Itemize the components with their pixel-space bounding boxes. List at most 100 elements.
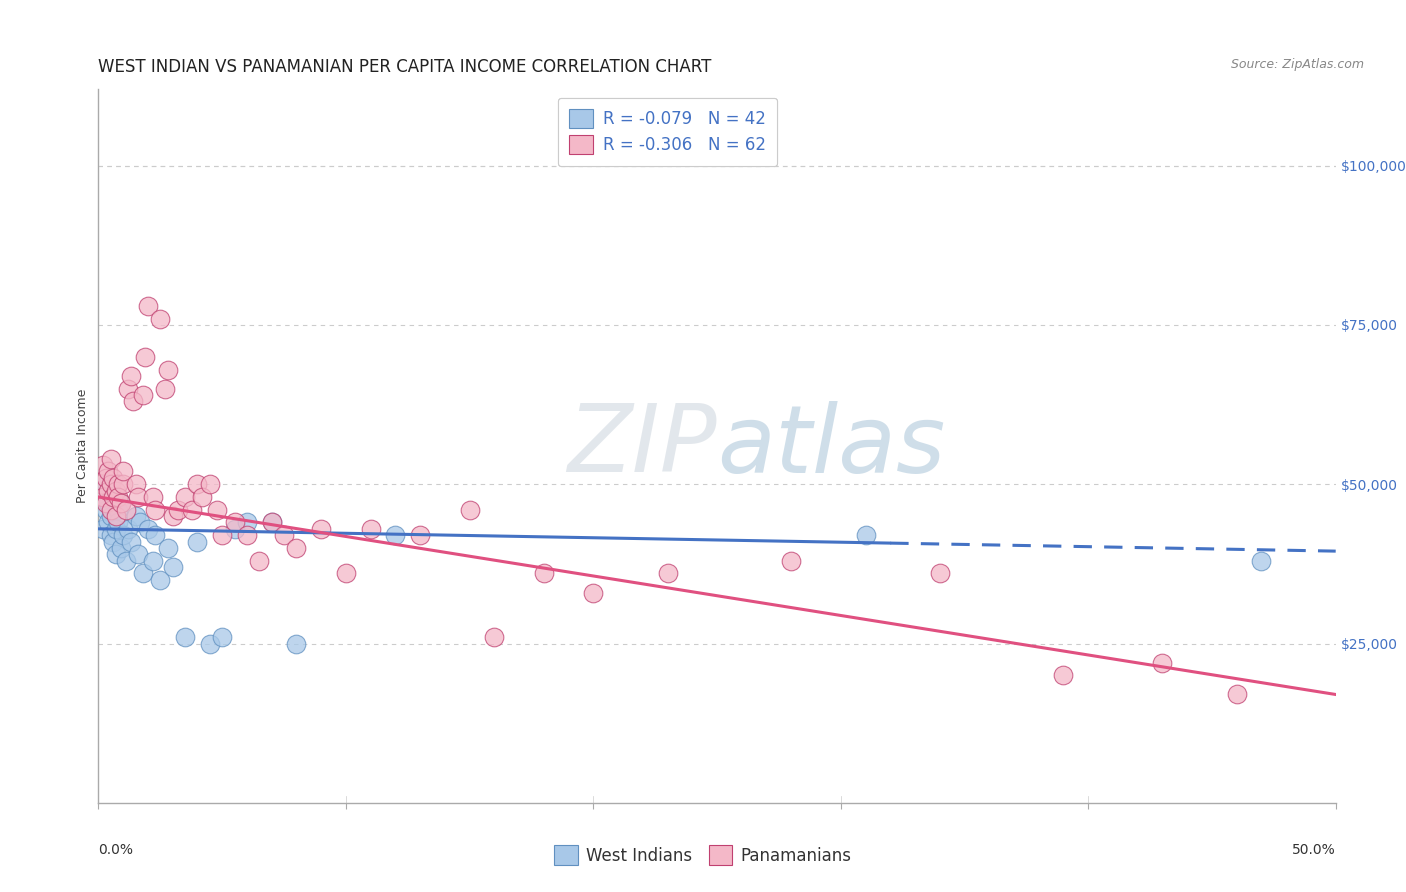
- Point: [104, 547, 127, 561]
- Point: [384, 528, 406, 542]
- Point: [149, 573, 172, 587]
- Point: [136, 522, 159, 536]
- Point: [198, 636, 221, 650]
- Point: [1052, 668, 1074, 682]
- Point: [260, 516, 283, 530]
- Point: [174, 490, 197, 504]
- Point: [156, 541, 179, 555]
- Point: [117, 382, 139, 396]
- Point: [107, 516, 129, 530]
- Point: [100, 528, 122, 542]
- Point: [224, 516, 246, 530]
- Point: [94, 502, 117, 516]
- Point: [162, 509, 184, 524]
- Point: [100, 509, 122, 524]
- Point: [112, 465, 135, 479]
- Point: [122, 394, 145, 409]
- Point: [110, 496, 132, 510]
- Point: [162, 560, 184, 574]
- Point: [149, 311, 172, 326]
- Point: [94, 477, 117, 491]
- Point: [1250, 554, 1272, 568]
- Point: [132, 566, 155, 581]
- Point: [247, 554, 270, 568]
- Point: [205, 502, 228, 516]
- Point: [143, 528, 166, 542]
- Point: [100, 477, 122, 491]
- Point: [100, 451, 122, 466]
- Point: [582, 585, 605, 599]
- Point: [129, 516, 152, 530]
- Point: [132, 388, 155, 402]
- Point: [142, 490, 165, 504]
- Legend: R = -0.079   N = 42, R = -0.306   N = 62: R = -0.079 N = 42, R = -0.306 N = 62: [558, 97, 778, 166]
- Point: [100, 483, 122, 498]
- Point: [120, 534, 142, 549]
- Text: WEST INDIAN VS PANAMANIAN PER CAPITA INCOME CORRELATION CHART: WEST INDIAN VS PANAMANIAN PER CAPITA INC…: [98, 58, 711, 76]
- Point: [211, 630, 233, 644]
- Point: [156, 362, 179, 376]
- Point: [360, 522, 382, 536]
- Point: [100, 502, 122, 516]
- Point: [94, 496, 117, 510]
- Point: [104, 509, 127, 524]
- Point: [97, 516, 120, 530]
- Point: [104, 522, 127, 536]
- Point: [285, 541, 308, 555]
- Point: [309, 522, 332, 536]
- Point: [458, 502, 481, 516]
- Point: [107, 502, 129, 516]
- Point: [124, 509, 146, 524]
- Point: [112, 528, 135, 542]
- Point: [236, 528, 259, 542]
- Point: [114, 554, 136, 568]
- Point: [211, 528, 233, 542]
- Point: [90, 477, 112, 491]
- Point: [114, 502, 136, 516]
- Point: [191, 490, 214, 504]
- Point: [110, 541, 132, 555]
- Point: [174, 630, 197, 644]
- Point: [97, 483, 120, 498]
- Point: [186, 477, 208, 491]
- Point: [124, 477, 146, 491]
- Point: [103, 490, 125, 504]
- Point: [1226, 688, 1249, 702]
- Point: [335, 566, 357, 581]
- Point: [260, 516, 283, 530]
- Point: [198, 477, 221, 491]
- Point: [236, 516, 259, 530]
- Point: [657, 566, 679, 581]
- Point: [224, 522, 246, 536]
- Point: [97, 496, 120, 510]
- Point: [127, 547, 149, 561]
- Point: [855, 528, 877, 542]
- Point: [112, 477, 135, 491]
- Point: [103, 534, 125, 549]
- Point: [127, 490, 149, 504]
- Point: [93, 490, 115, 504]
- Point: [93, 522, 115, 536]
- Point: [928, 566, 950, 581]
- Text: atlas: atlas: [717, 401, 945, 491]
- Point: [97, 465, 120, 479]
- Point: [484, 630, 506, 644]
- Point: [90, 490, 112, 504]
- Point: [93, 458, 115, 472]
- Point: [533, 566, 555, 581]
- Point: [181, 502, 204, 516]
- Point: [780, 554, 803, 568]
- Point: [143, 502, 166, 516]
- Point: [155, 382, 177, 396]
- Point: [107, 477, 129, 491]
- Point: [117, 522, 139, 536]
- Text: 0.0%: 0.0%: [98, 843, 134, 857]
- Point: [104, 483, 127, 498]
- Text: 50.0%: 50.0%: [1292, 843, 1336, 857]
- Point: [1152, 656, 1174, 670]
- Point: [103, 471, 125, 485]
- Text: ZIP: ZIP: [568, 401, 717, 491]
- Y-axis label: Per Capita Income: Per Capita Income: [76, 389, 89, 503]
- Text: Source: ZipAtlas.com: Source: ZipAtlas.com: [1230, 58, 1364, 71]
- Legend: West Indians, Panamanians: West Indians, Panamanians: [544, 836, 862, 875]
